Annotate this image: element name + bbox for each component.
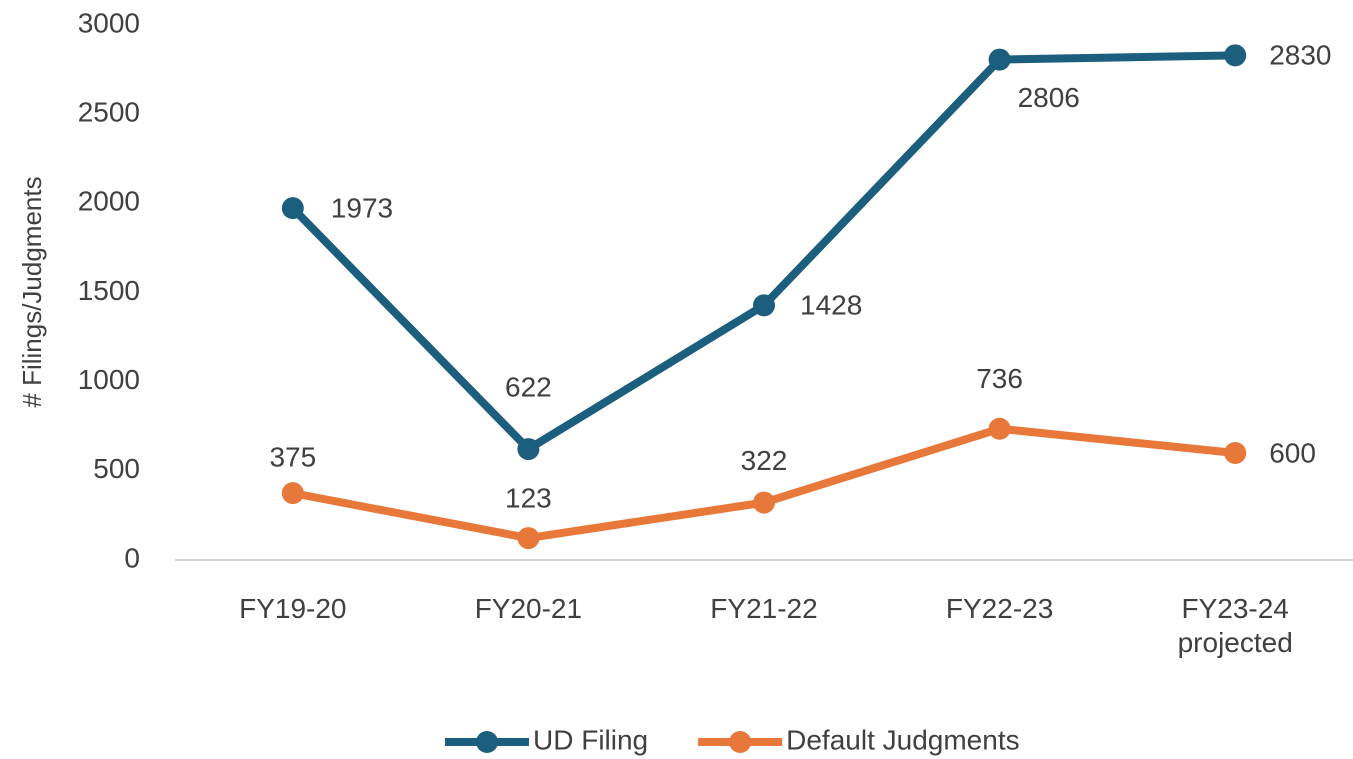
y-axis-title: # Filings/Judgments [17, 176, 47, 407]
y-tick-label: 2000 [78, 186, 140, 217]
legend-marker [476, 731, 498, 753]
data-point [988, 417, 1011, 440]
y-tick-label: 1000 [78, 364, 140, 395]
data-label: 1428 [800, 290, 862, 321]
legend-marker [729, 731, 752, 753]
x-tick-label: FY22-23 [945, 593, 1054, 624]
series-line [289, 51, 1236, 454]
x-tick-label: FY23-24 projected [1177, 593, 1293, 658]
data-point [517, 527, 540, 550]
data-label: 736 [976, 363, 1023, 394]
data-label: 123 [505, 482, 552, 513]
data-point [753, 294, 775, 317]
y-tick-label: 2500 [78, 97, 140, 128]
x-tick-label: FY19-20 [239, 593, 347, 624]
data-point [1224, 44, 1247, 67]
x-tick-label: FY20-21 [474, 593, 583, 624]
data-point [281, 197, 304, 220]
y-tick-label: 3000 [78, 7, 140, 38]
data-label: 2806 [1018, 82, 1080, 113]
data-label: 622 [505, 371, 552, 402]
data-label: 1973 [331, 193, 393, 224]
data-point [753, 491, 775, 514]
data-point [517, 438, 540, 461]
y-tick-label: 0 [124, 542, 140, 573]
data-label: 2830 [1269, 40, 1331, 71]
legend-label: Default Judgments [786, 724, 1019, 755]
data-label: 375 [269, 442, 316, 473]
data-point [281, 482, 304, 505]
y-tick-label: 1500 [78, 275, 140, 306]
data-point [988, 48, 1011, 71]
legend-label: UD Filing [533, 724, 648, 755]
data-point [1224, 442, 1247, 464]
data-label: 600 [1269, 437, 1316, 468]
y-tick-label: 500 [93, 453, 140, 484]
x-tick-label: FY21-22 [710, 593, 818, 624]
data-label: 322 [741, 445, 788, 476]
